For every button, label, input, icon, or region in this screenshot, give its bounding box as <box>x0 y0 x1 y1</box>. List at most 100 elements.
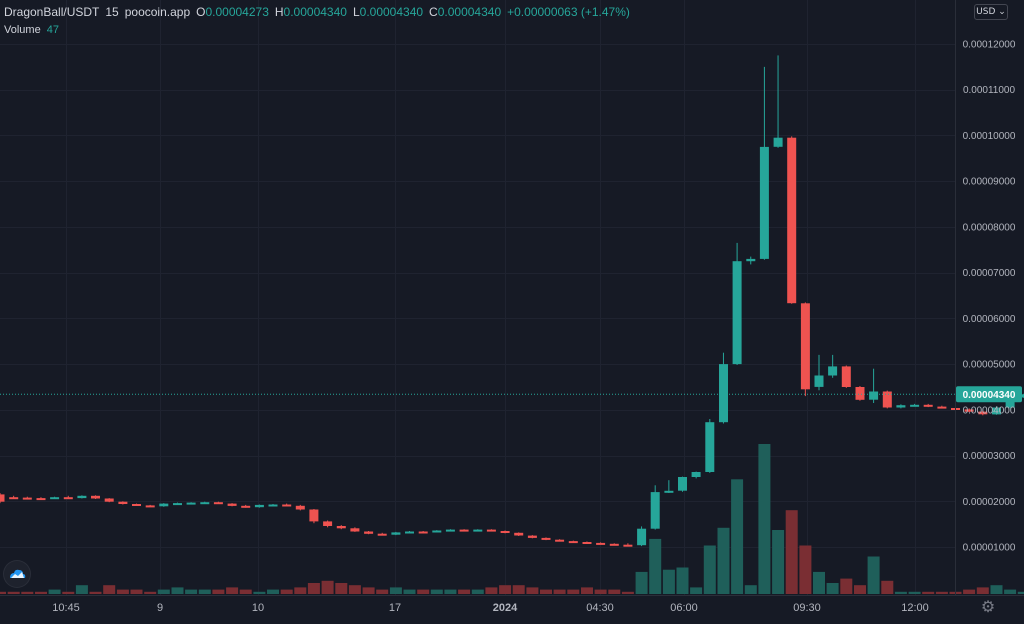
price-tick-label: 0.00003000 <box>963 451 1016 462</box>
volume-bar <box>444 589 457 594</box>
candle-body <box>978 411 988 415</box>
candle-body <box>773 137 783 147</box>
volume-bar <box>21 591 34 594</box>
time-tick-label: 17 <box>389 602 401 614</box>
grid-lines <box>0 0 955 595</box>
candle-body <box>9 497 19 500</box>
price-tick-label: 0.00001000 <box>963 543 1016 554</box>
candle-body <box>282 504 292 507</box>
volume-bar <box>621 591 634 594</box>
candle-body <box>910 404 920 407</box>
volume-bar <box>908 591 921 594</box>
volume-bar <box>894 591 907 594</box>
candle-body <box>691 472 701 477</box>
volume-bar <box>635 571 648 594</box>
volume-bar <box>376 589 389 594</box>
volume-bar <box>976 587 989 594</box>
volume-bar <box>239 589 252 594</box>
volume-bar <box>690 587 703 594</box>
currency-selector[interactable]: USD ⌄ <box>974 4 1008 20</box>
volume-bar <box>171 587 184 594</box>
candle-body <box>869 391 879 400</box>
candle-body <box>923 404 933 407</box>
volume-value: 47 <box>46 24 59 36</box>
candle-body <box>159 503 169 507</box>
time-tick-label: 09:30 <box>793 602 821 614</box>
volume-label[interactable]: Volume <box>4 24 41 36</box>
candle-body <box>650 492 660 529</box>
candle-body <box>486 529 496 532</box>
candle-body <box>568 541 578 544</box>
price-tick-label: 0.00002000 <box>963 497 1016 508</box>
volume-bar <box>185 589 198 594</box>
price-tick-label: 0.00006000 <box>963 314 1016 325</box>
candle-body <box>323 521 333 526</box>
volume-bar <box>212 589 225 594</box>
volume-bar <box>581 587 593 594</box>
data-source: poocoin.app <box>124 5 191 19</box>
candle-body <box>678 477 687 491</box>
chart-logo-icon[interactable] <box>3 560 31 588</box>
time-tick-label: 10 <box>252 602 264 614</box>
candle-body <box>63 497 73 500</box>
candle-body <box>241 505 251 508</box>
volume-bar <box>703 545 716 594</box>
candle-body <box>350 528 360 532</box>
interval[interactable]: 15 <box>105 5 119 19</box>
time-axis[interactable]: 10:45 9 10 17 2024 04:30 06:00 09:30 12:00 <box>52 602 929 614</box>
candle-body <box>132 504 141 506</box>
chart-legend: DragonBall/USDT 15 poocoin.app O 0.000042… <box>4 4 630 20</box>
candle-body <box>746 258 756 262</box>
volume-bars <box>0 444 1024 594</box>
candle-body <box>514 532 524 536</box>
volume-bar <box>75 585 88 594</box>
high-value: 0.00004340 <box>283 5 347 19</box>
close-value: 0.00004340 <box>437 5 502 19</box>
candle-body <box>364 531 374 534</box>
candle-body <box>541 537 551 540</box>
candle-body <box>582 542 592 544</box>
candle-body <box>432 530 442 533</box>
volume-bar <box>567 589 580 594</box>
volume-bar <box>717 527 730 594</box>
volume-bar <box>758 444 771 594</box>
volume-bar <box>348 585 361 594</box>
candle-body <box>91 495 100 499</box>
candle-body <box>200 502 210 505</box>
price-tick-label: 0.00007000 <box>963 268 1016 279</box>
symbol-name[interactable]: DragonBall/USDT <box>4 5 100 19</box>
volume-bar <box>649 538 662 594</box>
volume-bar <box>744 585 757 594</box>
candle-body <box>787 137 797 304</box>
price-axis[interactable]: 0.00001000 0.00002000 0.00003000 0.00004000… <box>963 40 1016 554</box>
candle-body <box>664 490 674 493</box>
volume-bar <box>144 591 157 594</box>
volume-bar <box>417 589 430 594</box>
price-tick-label: 0.00012000 <box>963 40 1016 51</box>
volume-bar <box>294 587 307 594</box>
volume-bar <box>512 585 525 594</box>
candle-body <box>896 405 906 408</box>
candle-body <box>800 303 810 390</box>
volume-bar <box>389 587 402 594</box>
volume-bar <box>485 587 498 594</box>
current-price-value: 0.00004340 <box>963 390 1016 401</box>
candle-body <box>295 505 305 510</box>
volume-bar <box>813 571 825 594</box>
gear-icon[interactable]: ⚙ <box>980 599 996 616</box>
volume-bar <box>731 479 744 594</box>
candle-body <box>992 407 1001 415</box>
volume-bar <box>116 589 129 594</box>
candle-body <box>459 529 469 532</box>
volume-bar <box>458 589 471 594</box>
candle-body <box>1005 397 1015 408</box>
volume-bar <box>799 545 812 594</box>
candle-body <box>186 502 196 505</box>
candle-body <box>623 544 633 547</box>
candle-body <box>814 375 824 387</box>
high-label: H <box>274 5 284 19</box>
volume-bar <box>594 589 607 594</box>
candle-body <box>637 528 647 546</box>
current-price-label: 0.00004340 <box>956 386 1022 403</box>
